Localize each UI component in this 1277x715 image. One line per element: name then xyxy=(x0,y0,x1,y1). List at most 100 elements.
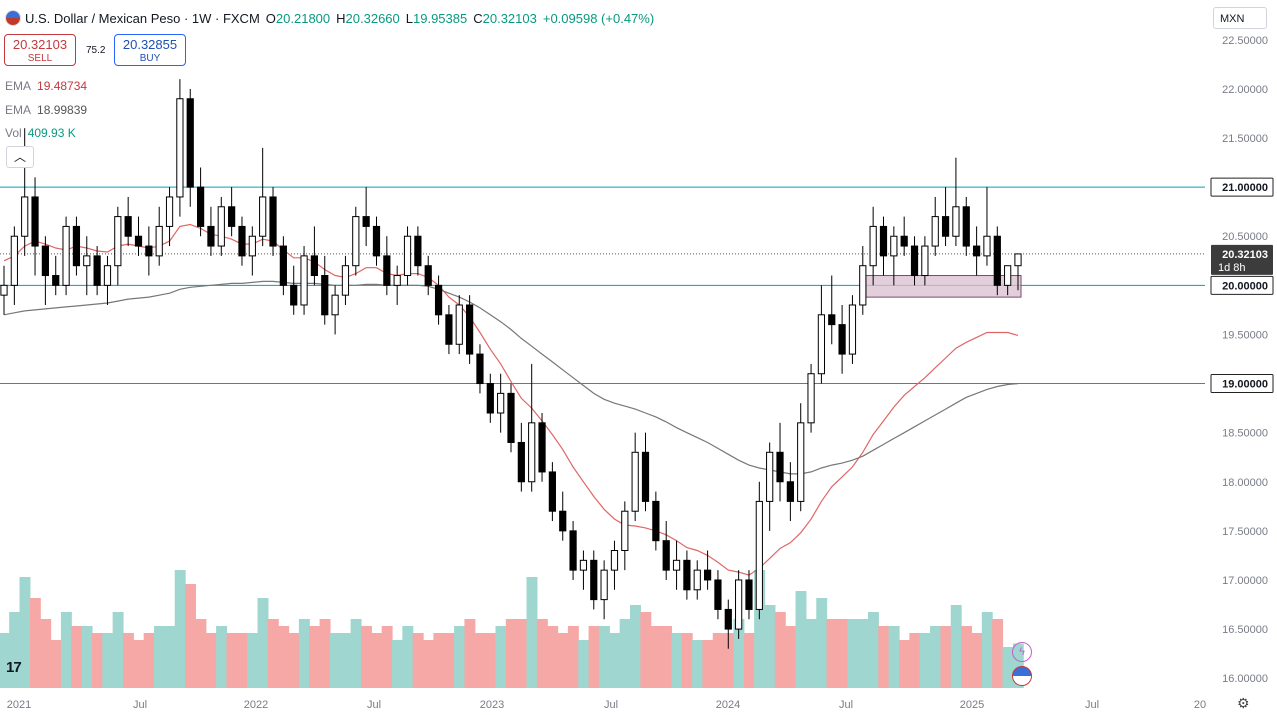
volume-bar xyxy=(19,577,31,688)
candle-body xyxy=(538,422,546,473)
x-tick-label: 2022 xyxy=(244,699,268,711)
candle-body xyxy=(10,235,18,286)
volume-bar xyxy=(836,619,848,688)
candle xyxy=(165,187,174,247)
y-tick-label: 18.00000 xyxy=(1222,477,1268,489)
collapse-legend-button[interactable]: ︿ xyxy=(6,146,34,168)
volume-bar xyxy=(350,619,362,688)
candle xyxy=(973,226,981,276)
tradingview-logo[interactable]: 17 xyxy=(6,659,22,676)
candle xyxy=(383,236,391,296)
candle-body xyxy=(703,569,712,581)
current-price-text: 20.32103 xyxy=(1222,249,1268,261)
candle-body xyxy=(962,206,970,247)
volume-bar xyxy=(536,619,548,688)
candle xyxy=(590,550,598,610)
candle-body xyxy=(983,235,991,257)
candle-body xyxy=(714,579,722,610)
volume-bar xyxy=(547,626,559,688)
candle xyxy=(807,363,815,433)
candle xyxy=(869,206,877,286)
candle xyxy=(207,206,215,256)
volume-bar xyxy=(29,598,41,688)
candle xyxy=(10,226,18,305)
volume-bar xyxy=(505,619,517,688)
candle xyxy=(786,462,794,522)
candle-body xyxy=(176,98,184,198)
candle xyxy=(321,255,329,325)
candle xyxy=(341,255,350,305)
candle-body xyxy=(569,530,577,571)
ema-fast-line xyxy=(3,223,1019,576)
candle xyxy=(859,246,867,315)
candle-body xyxy=(310,255,319,277)
candle xyxy=(145,226,153,276)
candle-body xyxy=(372,225,381,257)
volume-bar xyxy=(174,570,186,688)
candle xyxy=(714,570,722,620)
volume-bar xyxy=(733,619,745,688)
level-lines xyxy=(0,186,1205,385)
symbol-title[interactable]: U.S. Dollar / Mexican Peso · 1W · FXCM xyxy=(25,10,260,26)
candle-body xyxy=(217,206,225,247)
candle xyxy=(993,226,1001,296)
ema-slow-value: 18.99839 xyxy=(37,103,88,117)
candle xyxy=(817,285,826,384)
candle-body xyxy=(434,284,443,316)
candle-body xyxy=(662,540,670,571)
candle-body xyxy=(93,255,101,286)
candle-body xyxy=(528,422,536,483)
volume-bar xyxy=(0,633,10,688)
candle xyxy=(403,226,412,286)
candle-body xyxy=(693,569,701,591)
candle xyxy=(176,79,184,217)
volume-bar xyxy=(454,626,466,688)
y-tick-label: 18.50000 xyxy=(1222,428,1268,440)
settings-gear-icon[interactable]: ⚙ xyxy=(1237,695,1250,711)
currency-selector[interactable]: MXN xyxy=(1213,7,1267,29)
candle xyxy=(93,246,101,296)
candle xyxy=(300,246,308,315)
candle-body xyxy=(186,98,194,188)
level-price-tag xyxy=(1210,374,1274,394)
candle-body xyxy=(290,284,298,306)
candle-body xyxy=(31,196,39,247)
candle xyxy=(755,481,763,620)
lightning-icon[interactable]: ϟ xyxy=(1012,642,1032,662)
volume-label: Vol xyxy=(5,126,22,140)
candle xyxy=(114,206,122,286)
candle-body xyxy=(735,579,743,630)
volume-bar xyxy=(629,605,641,688)
ema-slow-legend[interactable]: EMA 18.99839 xyxy=(5,103,87,117)
candle xyxy=(1004,265,1012,296)
volume-legend[interactable]: Vol 409.93 K xyxy=(5,126,76,140)
candle xyxy=(269,187,277,256)
level-price-text: 20.00000 xyxy=(1222,280,1268,292)
volume-bar xyxy=(847,619,859,688)
volume-bar xyxy=(826,619,838,688)
volume-bar xyxy=(640,612,652,688)
ema-fast-legend[interactable]: EMA 19.48734 xyxy=(5,79,87,93)
candle xyxy=(279,236,287,296)
candle-body xyxy=(228,206,236,227)
sell-button[interactable]: 20.32103 SELL xyxy=(4,34,76,66)
volume-bar xyxy=(319,619,331,688)
sell-label: SELL xyxy=(27,53,53,64)
candle xyxy=(72,216,81,276)
buy-button[interactable]: 20.32855 BUY xyxy=(114,34,186,66)
buy-label: BUY xyxy=(139,53,161,64)
candle xyxy=(486,373,494,423)
candle xyxy=(1014,253,1022,291)
close-value: 20.32103 xyxy=(482,10,537,26)
time-axis: 2021 Jul 2022 Jul 2023 Jul 2024 Jul 2025 Jul 20 xyxy=(7,699,1206,711)
volume-bar xyxy=(340,633,352,688)
candle-body xyxy=(424,265,432,286)
change-value: +0.09598 (+0.47%) xyxy=(542,10,655,26)
candle xyxy=(703,550,712,590)
candle xyxy=(600,560,608,620)
us-flag-event-icon[interactable] xyxy=(1012,666,1032,686)
volume-bar xyxy=(433,633,445,688)
volume-bar xyxy=(9,612,21,688)
